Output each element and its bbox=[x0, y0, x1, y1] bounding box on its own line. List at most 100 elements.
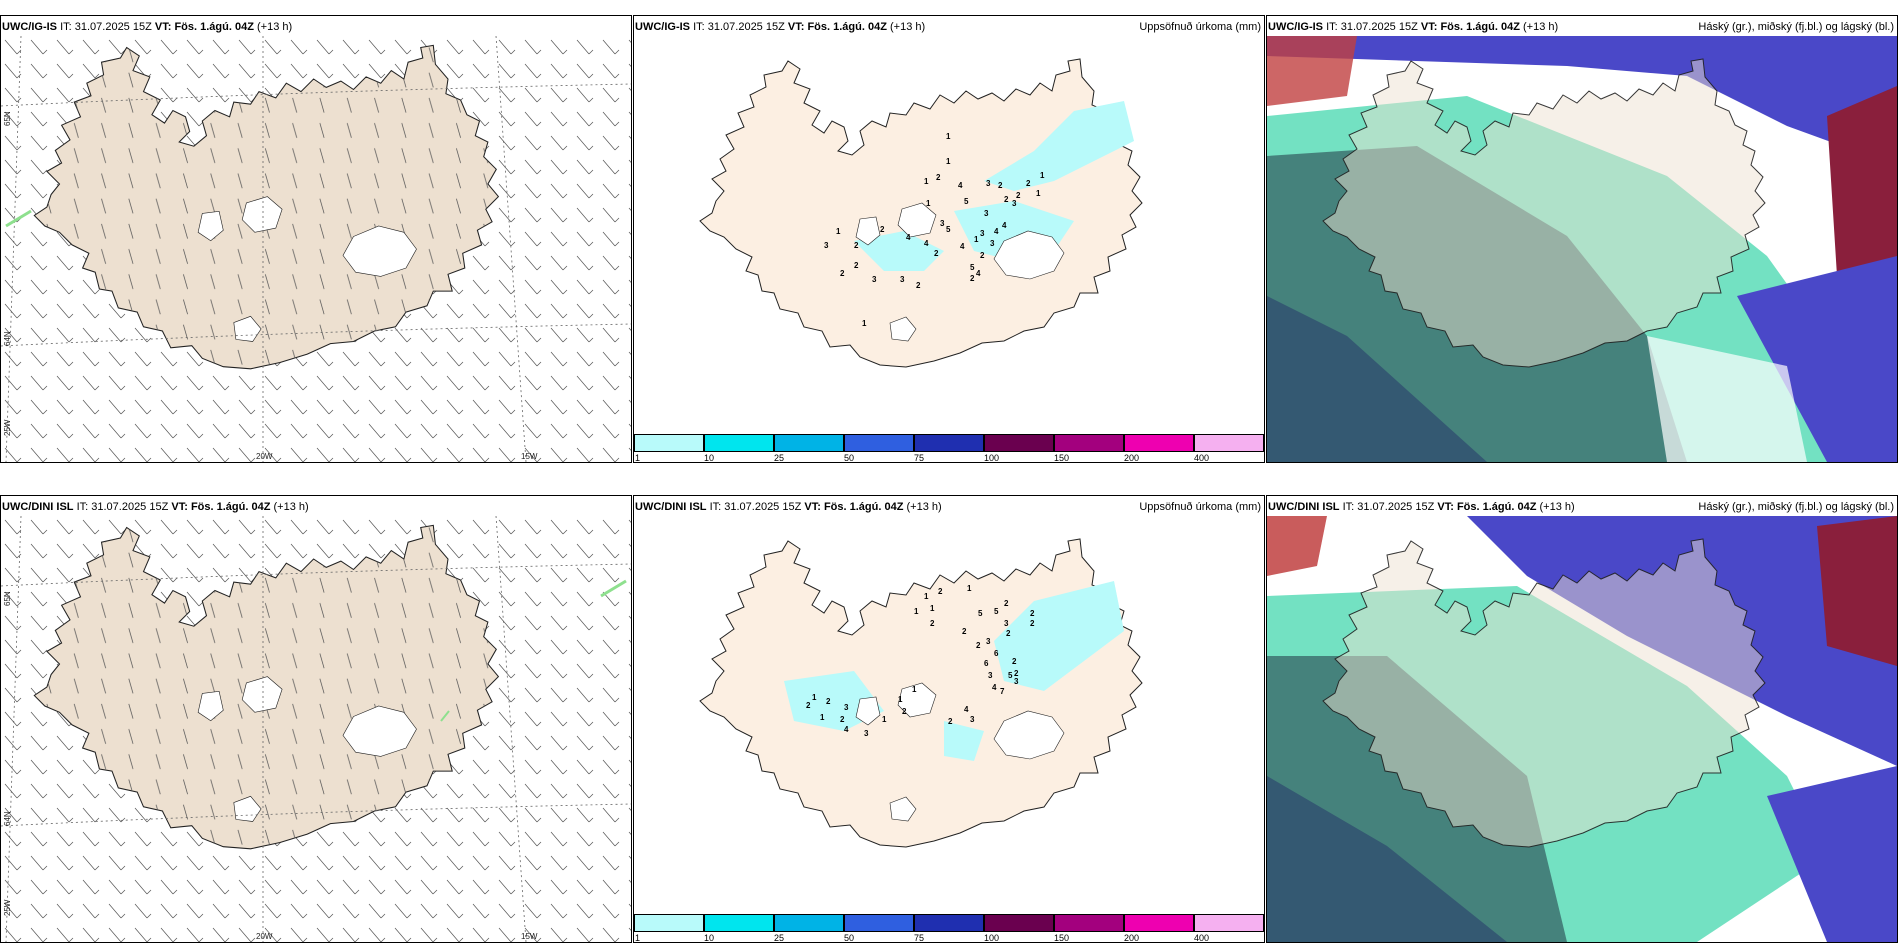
precip-value-label: 6 bbox=[994, 649, 999, 658]
precip-value-label: 3 bbox=[940, 219, 945, 228]
precip-value-label: 1 bbox=[930, 604, 935, 613]
precip-value-label: 5 bbox=[1008, 671, 1013, 680]
wind-map-panel-igis: UWC/IG-IS IT: 31.07.2025 15Z VT: Fös. 1.… bbox=[0, 15, 632, 463]
colorbar-cell bbox=[634, 434, 704, 452]
precip-value-label: 2 bbox=[948, 717, 953, 726]
precip-value-label: 3 bbox=[1012, 199, 1017, 208]
precip-value-label: 1 bbox=[974, 235, 979, 244]
colorbar-tick: 1 bbox=[635, 933, 641, 943]
precip-map-panel-igis: UWC/IG-IS IT: 31.07.2025 15Z VT: Fös. 1.… bbox=[633, 15, 1265, 463]
wind-barb-map bbox=[1, 516, 631, 942]
precip-value-label: 4 bbox=[994, 227, 999, 236]
lat-label-64n: 64N bbox=[3, 811, 12, 826]
colorbar-cells bbox=[634, 434, 1264, 452]
precip-value-label: 2 bbox=[854, 261, 859, 270]
precip-value-label: 2 bbox=[1016, 191, 1021, 200]
precip-value-label: 1 bbox=[1040, 171, 1045, 180]
colorbar-cell bbox=[1124, 914, 1194, 932]
colorbar-tick: 400 bbox=[1194, 933, 1210, 943]
colorbar-tick: 1 bbox=[635, 453, 641, 463]
colorbar-cell bbox=[1194, 914, 1264, 932]
cloud-map-panel-dini: UWC/DINI ISL IT: 31.07.2025 15Z VT: Fös.… bbox=[1266, 495, 1898, 943]
precip-value-label: 1 bbox=[862, 319, 867, 328]
colorbar-tick: 400 bbox=[1194, 453, 1210, 463]
precip-value-label: 1 bbox=[836, 227, 841, 236]
precip-value-label: 4 bbox=[924, 239, 929, 248]
precip-value-label: 1 bbox=[924, 592, 929, 601]
colorbar-cell bbox=[704, 914, 774, 932]
precip-colorbar: 1 10 25 50 75 100 150 200 400 bbox=[634, 434, 1264, 462]
precip-value-label: 1 bbox=[924, 177, 929, 186]
colorbar-tick: 25 bbox=[774, 933, 785, 943]
precip-value-label: 3 bbox=[984, 209, 989, 218]
precip-value-label: 1 bbox=[946, 132, 951, 141]
colorbar-tick: 50 bbox=[844, 933, 855, 943]
precip-value-label: 2 bbox=[1012, 657, 1017, 666]
precip-value-label: 1 bbox=[926, 199, 931, 208]
colorbar-tick: 100 bbox=[984, 453, 1000, 463]
colorbar-tick: 25 bbox=[774, 453, 785, 463]
panel-header: UWC/DINI ISL IT: 31.07.2025 15Z VT: Fös.… bbox=[1268, 501, 1575, 513]
lat-label-65n: 65N bbox=[3, 111, 12, 126]
precip-value-label: 5 bbox=[970, 263, 975, 272]
precip-value-label: 2 bbox=[1004, 195, 1009, 204]
precip-value-label: 1 bbox=[820, 713, 825, 722]
lat-label-64n: 64N bbox=[3, 331, 12, 346]
precip-value-label: 3 bbox=[872, 275, 877, 284]
precip-value-label: 2 bbox=[936, 173, 941, 182]
precip-value-label: 2 bbox=[1026, 179, 1031, 188]
precip-value-label: 3 bbox=[970, 715, 975, 724]
colorbar-tick: 50 bbox=[844, 453, 855, 463]
colorbar-cell bbox=[1054, 434, 1124, 452]
precip-value-label: 2 bbox=[1004, 599, 1009, 608]
precip-value-label: 2 bbox=[930, 619, 935, 628]
colorbar-tick: 200 bbox=[1124, 933, 1140, 943]
precip-value-label: 3 bbox=[864, 729, 869, 738]
precip-value-label: 3 bbox=[824, 241, 829, 250]
colorbar-cell bbox=[704, 434, 774, 452]
precip-value-label: 2 bbox=[980, 251, 985, 260]
colorbar-cell bbox=[914, 914, 984, 932]
lon-label-15w: 15W bbox=[521, 452, 538, 461]
precip-value-label: 2 bbox=[970, 274, 975, 283]
precip-value-label: 2 bbox=[976, 641, 981, 650]
panel-header: UWC/DINI ISL IT: 31.07.2025 15Z VT: Fös.… bbox=[635, 501, 942, 513]
precip-value-label: 3 bbox=[990, 239, 995, 248]
precip-value-label: 1 bbox=[912, 685, 917, 694]
precip-value-label: 4 bbox=[976, 269, 981, 278]
precip-value-label: 1 bbox=[967, 584, 972, 593]
colorbar-tick: 10 bbox=[704, 453, 715, 463]
panel-header: UWC/DINI ISL IT: 31.07.2025 15Z VT: Fös.… bbox=[2, 501, 309, 513]
precip-value-label: 5 bbox=[946, 225, 951, 234]
colorbar-cell bbox=[844, 914, 914, 932]
precip-colorbar: 1 10 25 50 75 100 150 200 400 bbox=[634, 914, 1264, 942]
precip-value-label: 4 bbox=[964, 705, 969, 714]
precip-value-label: 7 bbox=[1000, 687, 1005, 696]
precip-value-label: 4 bbox=[906, 233, 911, 242]
precip-value-label: 5 bbox=[964, 197, 969, 206]
precip-value-label: 1 bbox=[1036, 189, 1041, 198]
precip-value-label: 2 bbox=[934, 249, 939, 258]
precip-value-label: 2 bbox=[806, 701, 811, 710]
precip-value-label: 2 bbox=[916, 281, 921, 290]
colorbar-tick: 75 bbox=[914, 933, 925, 943]
precip-value-label: 1 bbox=[882, 715, 887, 724]
colorbar-cell bbox=[774, 434, 844, 452]
precip-value-label: 4 bbox=[992, 683, 997, 692]
precip-value-label: 2 bbox=[826, 697, 831, 706]
lon-label-15w: 15W bbox=[521, 932, 538, 941]
cloud-cover-map bbox=[1267, 516, 1897, 942]
precip-value-label: 3 bbox=[988, 671, 993, 680]
precip-value-label: 5 bbox=[978, 609, 983, 618]
precip-value-label: 2 bbox=[962, 627, 967, 636]
precip-value-label: 4 bbox=[960, 242, 965, 251]
precip-value-label: 3 bbox=[1004, 619, 1009, 628]
panel-title-right: Háský (gr.), miðský (fj.bl.) og lágský (… bbox=[1698, 21, 1894, 33]
colorbar-cell bbox=[1054, 914, 1124, 932]
precip-value-label: 2 bbox=[1030, 619, 1035, 628]
precip-value-label: 1 bbox=[898, 695, 903, 704]
lon-label-25w: 25W bbox=[3, 419, 12, 436]
lat-label-65n: 65N bbox=[3, 591, 12, 606]
panel-title-right: Uppsöfnuð úrkoma (mm) bbox=[1139, 21, 1261, 33]
